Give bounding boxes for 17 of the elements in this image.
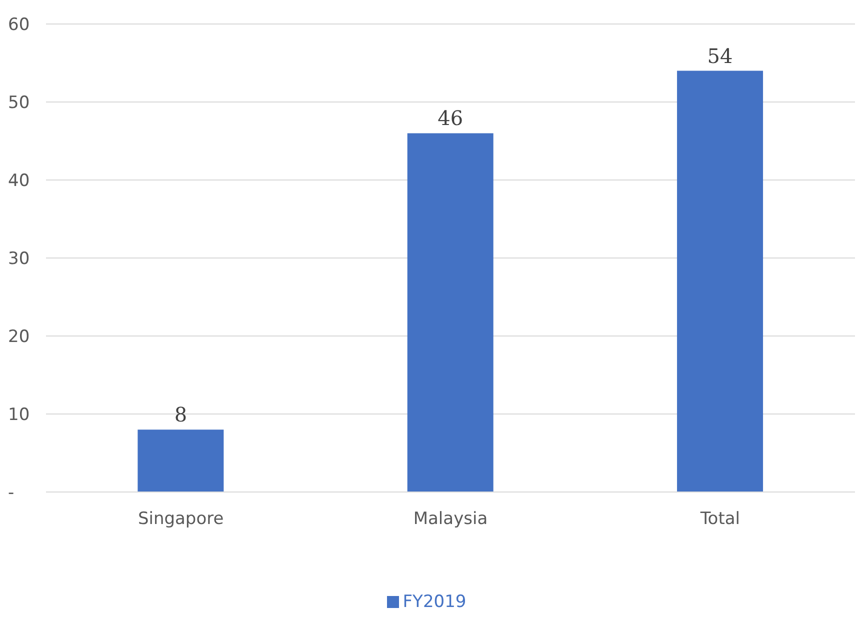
y-tick-label: 50 xyxy=(8,93,30,114)
x-tick-label: Malaysia xyxy=(413,509,488,530)
legend-label: FY2019 xyxy=(402,592,466,612)
data-label: 54 xyxy=(707,44,733,68)
y-tick-label: 30 xyxy=(8,249,30,270)
data-label: 46 xyxy=(438,106,464,130)
x-tick-label: Total xyxy=(699,509,740,530)
bar xyxy=(407,133,494,492)
bar xyxy=(677,70,764,492)
x-tick-label: Singapore xyxy=(138,509,224,530)
y-tick-label: 20 xyxy=(8,327,30,348)
y-tick-label: - xyxy=(8,483,14,504)
y-tick-label: 10 xyxy=(8,405,30,426)
data-label: 8 xyxy=(174,402,188,427)
y-tick-label: 60 xyxy=(8,15,30,36)
y-tick-label: 40 xyxy=(8,171,30,192)
bar xyxy=(138,430,224,492)
